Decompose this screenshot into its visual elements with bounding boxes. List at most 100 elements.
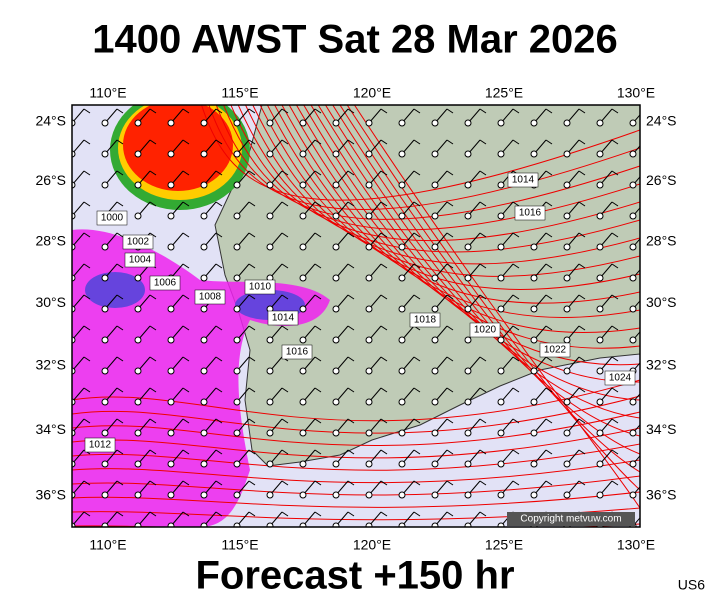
barb-flag bbox=[347, 418, 355, 424]
barb-flag bbox=[182, 139, 190, 145]
barb-flag bbox=[248, 449, 256, 455]
barb-flag bbox=[512, 325, 520, 331]
barb-station bbox=[497, 491, 505, 499]
barb-station bbox=[464, 181, 472, 189]
isobar-label: 1002 bbox=[127, 237, 150, 248]
barb-station bbox=[134, 367, 142, 375]
barb-flag bbox=[380, 263, 388, 269]
barb-station bbox=[398, 491, 406, 499]
barb-flag bbox=[182, 170, 190, 176]
barb-flag bbox=[446, 387, 454, 393]
barb-station bbox=[365, 212, 373, 220]
isobar bbox=[346, 105, 640, 491]
barb-flag bbox=[347, 108, 355, 114]
barb-station bbox=[431, 305, 439, 313]
barb-station bbox=[530, 429, 538, 437]
barb-station bbox=[431, 336, 439, 344]
barb-station bbox=[596, 460, 604, 468]
barb-station bbox=[629, 429, 637, 437]
barb-flag bbox=[578, 170, 586, 176]
barb-flag bbox=[83, 170, 91, 176]
barb-flag bbox=[248, 263, 256, 269]
isobar bbox=[353, 105, 640, 509]
barb-station bbox=[134, 491, 142, 499]
barb-station bbox=[134, 398, 142, 406]
barb-station bbox=[134, 522, 142, 527]
barb-flag bbox=[611, 139, 619, 145]
barb-flag bbox=[281, 387, 289, 393]
lat-label: 36°S bbox=[646, 487, 677, 503]
barb-station bbox=[530, 460, 538, 468]
barb-station bbox=[101, 305, 109, 313]
lon-label: 110°E bbox=[89, 537, 126, 553]
barb-station bbox=[497, 429, 505, 437]
barb-flag bbox=[314, 449, 322, 455]
lat-label: 36°S bbox=[35, 487, 66, 503]
lat-label: 28°S bbox=[646, 232, 677, 248]
barb-station bbox=[497, 119, 505, 127]
barb-flag bbox=[479, 108, 487, 114]
barb-flag bbox=[149, 325, 157, 331]
barb-flag bbox=[380, 170, 388, 176]
isobar-label-box bbox=[149, 275, 181, 291]
barb-flag bbox=[380, 387, 388, 393]
barb-station bbox=[101, 522, 109, 527]
barb-station bbox=[431, 367, 439, 375]
isobar-label-box bbox=[84, 437, 116, 453]
barb-flag bbox=[83, 356, 91, 362]
barb-flag bbox=[182, 108, 190, 114]
barb-station bbox=[299, 491, 307, 499]
barb-flag bbox=[149, 201, 157, 207]
barb-flag bbox=[347, 387, 355, 393]
barb-station bbox=[563, 398, 571, 406]
barb-station bbox=[365, 274, 373, 282]
map-area: 1000 1002 1004 1006 1008 1010 1012 1014 1016 1018… bbox=[72, 105, 640, 527]
barb-flag bbox=[248, 170, 256, 176]
barb-flag bbox=[479, 232, 487, 238]
barb-flag bbox=[248, 232, 256, 238]
copyright: Copyright metvuw.com bbox=[520, 514, 621, 525]
barb-station bbox=[266, 429, 274, 437]
barb-station bbox=[332, 243, 340, 251]
barb-flag bbox=[479, 294, 487, 300]
barb-flag bbox=[248, 108, 256, 114]
barb-flag bbox=[83, 294, 91, 300]
isobar-label: 1018 bbox=[414, 315, 437, 326]
barb-flag bbox=[149, 139, 157, 145]
barb-station bbox=[365, 429, 373, 437]
barb-flag bbox=[380, 449, 388, 455]
barb-flag bbox=[314, 294, 322, 300]
barb-flag bbox=[215, 418, 223, 424]
barb-flag bbox=[116, 418, 124, 424]
isobar-label-box bbox=[96, 210, 128, 226]
isobar bbox=[295, 105, 640, 366]
barb-station bbox=[563, 212, 571, 220]
barb-flag bbox=[347, 294, 355, 300]
barb-station bbox=[233, 367, 241, 375]
barb-flag bbox=[611, 232, 619, 238]
isobar-label-box bbox=[244, 279, 276, 295]
barb-station bbox=[629, 460, 637, 468]
barb-flag bbox=[215, 480, 223, 486]
barb-flag bbox=[446, 511, 454, 517]
barb-station bbox=[200, 274, 208, 282]
barb-flag bbox=[314, 418, 322, 424]
lat-label: 26°S bbox=[646, 172, 677, 188]
barb-station bbox=[101, 274, 109, 282]
isobar-label: 1006 bbox=[154, 278, 177, 289]
barb-station bbox=[365, 305, 373, 313]
barb-flag bbox=[314, 201, 322, 207]
barb-flag bbox=[281, 201, 289, 207]
barb-station bbox=[398, 274, 406, 282]
barb-station bbox=[563, 491, 571, 499]
isobar-label-box bbox=[604, 370, 636, 386]
lon-label: 110°E bbox=[89, 85, 126, 101]
barb-station bbox=[167, 398, 175, 406]
barb-flag bbox=[446, 356, 454, 362]
barb-flag bbox=[446, 201, 454, 207]
barb-station bbox=[596, 119, 604, 127]
isobars bbox=[72, 105, 640, 527]
lat-label: 30°S bbox=[646, 294, 677, 310]
barb-flag bbox=[347, 511, 355, 517]
